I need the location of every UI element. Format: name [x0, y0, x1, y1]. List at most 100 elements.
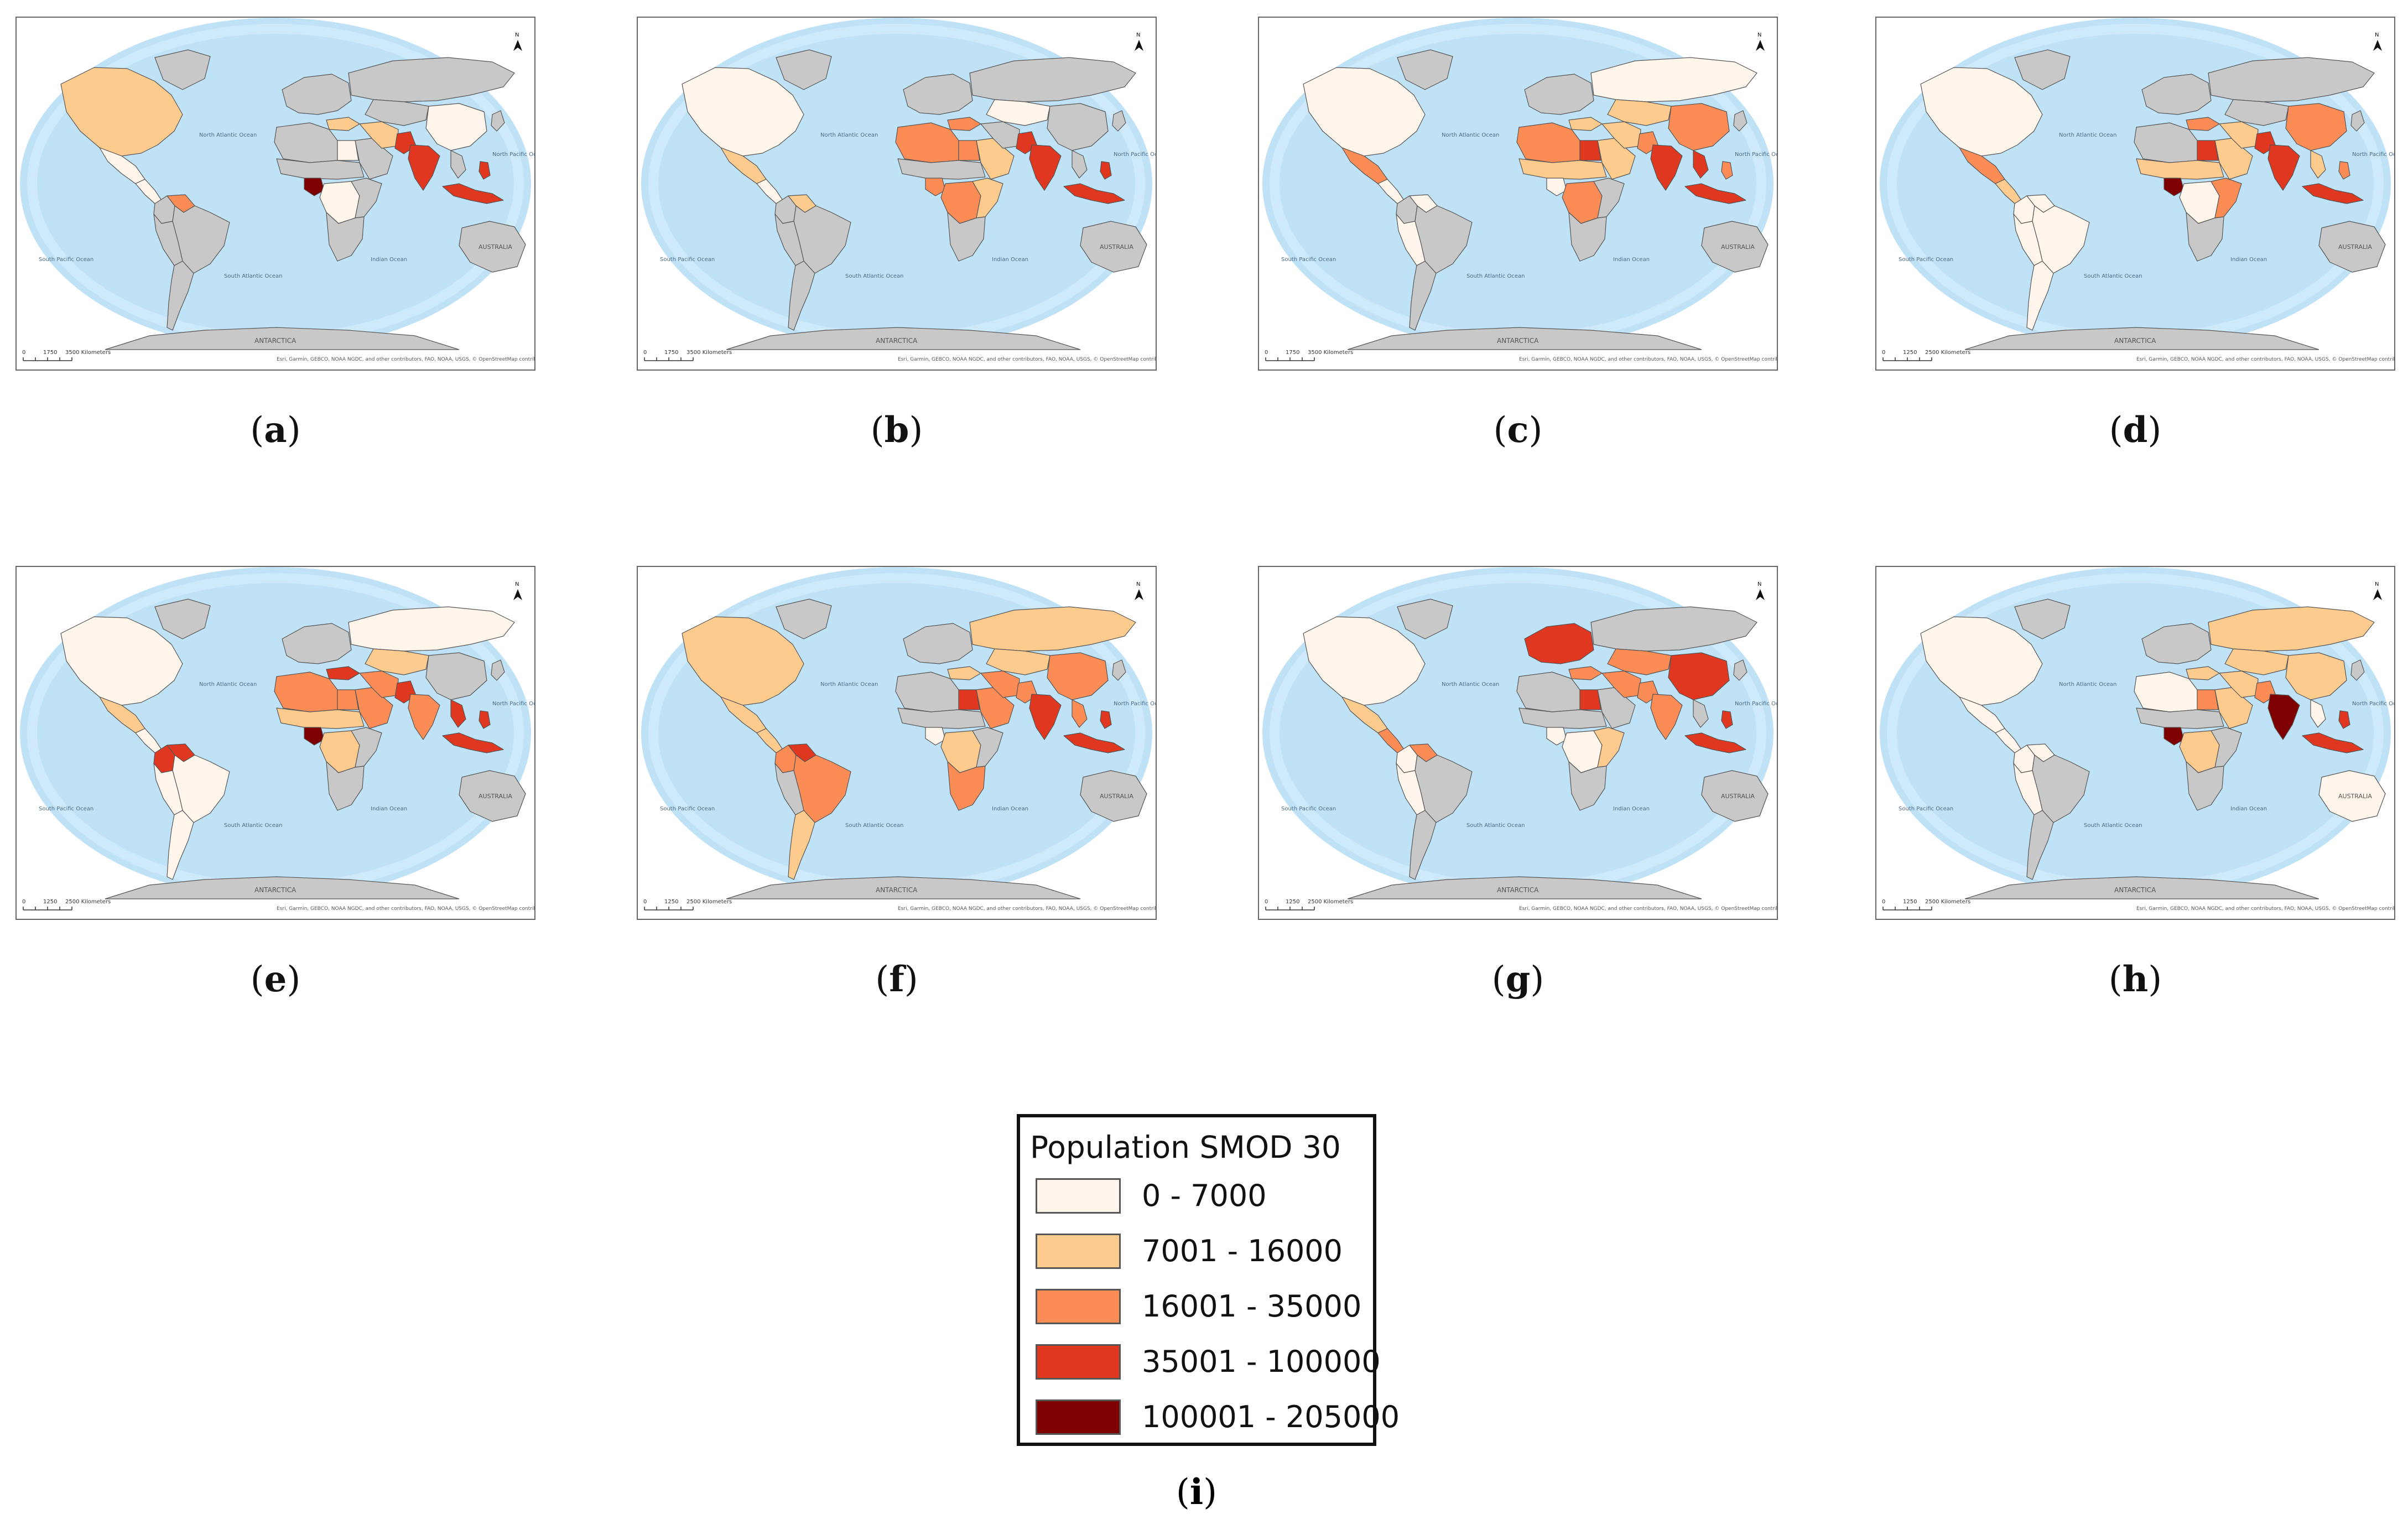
antarctica [105, 327, 460, 350]
country-southern-sa [1409, 810, 1437, 880]
country-japan [491, 110, 505, 132]
antarctica-label: ANTARCTICA [2114, 886, 2156, 894]
country-nigeria [304, 178, 325, 196]
ocean-label: North Pacific Ocean [492, 152, 534, 158]
country-india [1650, 144, 1683, 191]
country-western-sa [1396, 763, 1426, 815]
country-russia [969, 606, 1136, 652]
country-sahel [276, 707, 365, 729]
country-southern-sa [167, 261, 194, 331]
north-label: N [1136, 581, 1140, 587]
ocean-label: South Pacific Ocean [1281, 806, 1336, 812]
attribution-text: Esri, Garmin, GEBCO, NOAA NGDC, and othe… [1519, 906, 1777, 912]
antarctica-label: ANTARCTICA [876, 337, 918, 345]
scale-label-end: 2500 Kilometers [1308, 899, 1353, 905]
country-russia [969, 57, 1136, 102]
ocean-label: North Atlantic Ocean [199, 132, 257, 138]
north-label: N [1136, 32, 1140, 38]
scale-label-end: 2500 Kilometers [65, 899, 111, 905]
country-turkey [2186, 117, 2220, 131]
north-arrow: N [2373, 32, 2382, 51]
scale-label-mid: 1250 [1286, 899, 1299, 905]
ocean-label: North Atlantic Ocean [1442, 132, 1499, 138]
country-china [1047, 652, 1109, 700]
legend-swatch [1036, 1289, 1121, 1324]
country-philippines [1721, 161, 1733, 180]
country-nigeria [2163, 727, 2185, 746]
antarctica [1964, 876, 2319, 899]
country-egypt [2197, 689, 2219, 710]
country-turkey [326, 666, 360, 680]
country-se-asia [450, 699, 466, 728]
country-se-asia [2310, 150, 2326, 179]
country-indonesia [2302, 732, 2364, 753]
country-indonesia [1684, 732, 1746, 753]
country-europe [2141, 623, 2212, 664]
country-turkey [326, 117, 360, 131]
country-philippines [479, 161, 491, 180]
north-label: N [1757, 581, 1761, 587]
north-label: N [515, 32, 519, 38]
country-greenland [776, 49, 832, 90]
country-russia [1590, 57, 1757, 102]
country-turkey [1568, 666, 1603, 680]
country-western-sa [2013, 214, 2043, 266]
country-sahel [276, 158, 365, 180]
country-southern-sa [788, 261, 815, 331]
scale-label-zero: 0 [1882, 899, 1885, 905]
scale-bar: 0 1750 3500 Kilometers [22, 350, 111, 361]
country-north-africa [895, 122, 959, 163]
antarctica-label: ANTARCTICA [1497, 886, 1539, 894]
country-western-sa [153, 763, 183, 815]
country-western-sa [774, 763, 804, 815]
country-central-asia [2224, 648, 2289, 675]
ocean-label: North Pacific Ocean [1114, 152, 1156, 158]
scale-bar: 0 1250 2500 Kilometers [1265, 899, 1353, 910]
antarctica-label: ANTARCTICA [1497, 337, 1539, 345]
australia-label: AUSTRALIA [1721, 793, 1755, 800]
country-india [1029, 694, 1062, 740]
map-panel-f: North Atlantic Ocean South Atlantic Ocean… [637, 566, 1157, 920]
antarctica [105, 876, 460, 899]
country-east-africa [2211, 178, 2242, 218]
scale-bar: 0 1250 2500 Kilometers [643, 899, 732, 910]
ocean-label: Indian Ocean [371, 257, 407, 263]
world-map: North Atlantic Ocean South Atlantic Ocean… [1262, 567, 1777, 912]
australia-label: AUSTRALIA [1100, 793, 1133, 800]
panel-caption: (e) [250, 959, 301, 1000]
australia-label: AUSTRALIA [1721, 243, 1755, 251]
country-turkey [1568, 117, 1603, 131]
map-panel-g: North Atlantic Ocean South Atlantic Ocean… [1258, 566, 1778, 920]
country-se-asia [2310, 699, 2326, 728]
country-turkey [947, 117, 981, 131]
legend: Population SMOD 30 0 - 7000 7001 - 16000 1… [1017, 1114, 1400, 1446]
country-indonesia [1063, 732, 1125, 753]
ocean-label: South Pacific Ocean [1899, 257, 1953, 263]
legend-label: 100001 - 205000 [1142, 1399, 1400, 1434]
country-southern-africa [947, 761, 986, 811]
scale-label-end: 2500 Kilometers [686, 899, 732, 905]
ocean-label: South Atlantic Ocean [1466, 273, 1525, 279]
country-se-asia [450, 150, 466, 179]
ocean-label: North Pacific Ocean [1735, 152, 1777, 158]
north-arrow-icon [1756, 40, 1765, 51]
north-arrow-icon [1135, 589, 1143, 600]
country-north-africa [1516, 672, 1580, 712]
country-southern-africa [1568, 212, 1607, 262]
world-map: North Atlantic Ocean South Atlantic Ocean… [20, 18, 534, 362]
north-label: N [2375, 581, 2379, 587]
country-philippines [2338, 161, 2350, 180]
country-north-africa [274, 122, 338, 163]
country-japan [2350, 659, 2365, 681]
north-label: N [515, 581, 519, 587]
country-southern-sa [2026, 261, 2054, 331]
country-sahel [1518, 158, 1607, 180]
country-australia [1080, 221, 1147, 273]
scale-label-zero: 0 [22, 899, 25, 905]
map-panel-e: North Atlantic Ocean South Atlantic Ocean… [15, 566, 535, 920]
panel-caption: (g) [1491, 959, 1544, 1000]
north-arrow: N [513, 32, 522, 51]
scale-label-zero: 0 [1882, 350, 1885, 356]
country-central-asia [365, 648, 429, 675]
country-north-america [1303, 67, 1426, 157]
